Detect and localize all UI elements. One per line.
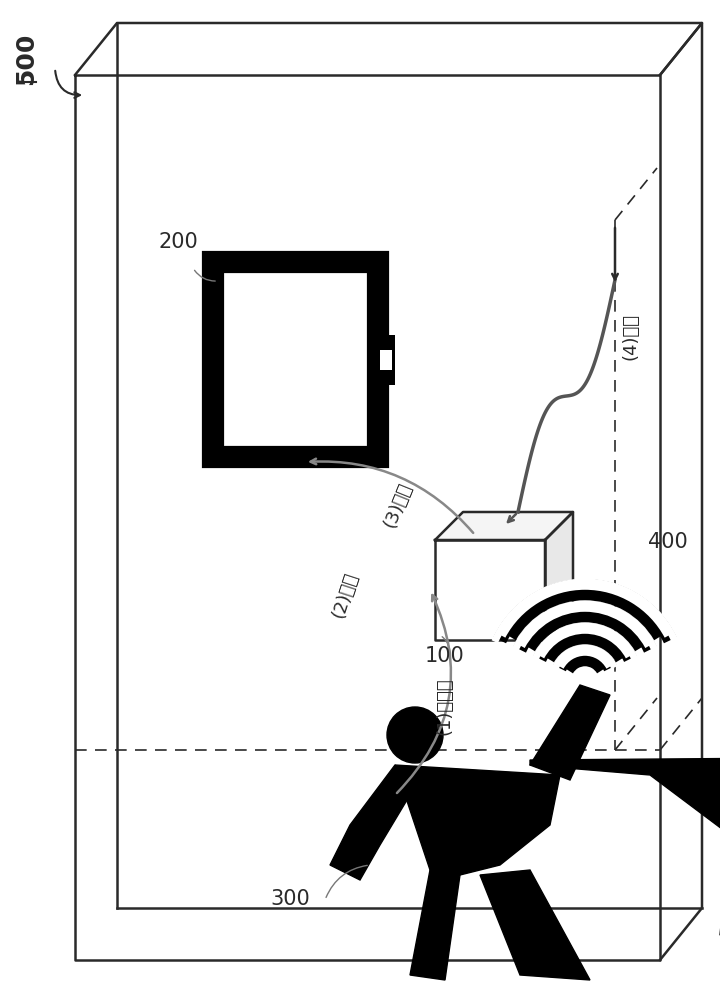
Polygon shape — [530, 755, 720, 945]
Polygon shape — [435, 512, 573, 540]
Text: 500: 500 — [14, 33, 38, 85]
Polygon shape — [330, 765, 410, 880]
Polygon shape — [545, 512, 573, 640]
Bar — [213, 262, 378, 457]
Text: (2)启动: (2)启动 — [329, 570, 361, 620]
Polygon shape — [530, 685, 610, 780]
Text: 100: 100 — [425, 646, 464, 666]
Text: (4)响应: (4)响应 — [621, 313, 639, 360]
Polygon shape — [480, 870, 590, 980]
Text: 400: 400 — [648, 532, 688, 552]
Polygon shape — [395, 765, 560, 875]
Text: (3)查询: (3)查询 — [381, 480, 415, 530]
Circle shape — [387, 707, 443, 763]
Bar — [377, 335, 395, 385]
Bar — [380, 350, 392, 370]
Text: (1)检测出: (1)检测出 — [436, 677, 454, 735]
Polygon shape — [410, 870, 460, 980]
Text: 200: 200 — [158, 232, 198, 252]
Text: 300: 300 — [270, 889, 310, 909]
Polygon shape — [435, 540, 545, 640]
